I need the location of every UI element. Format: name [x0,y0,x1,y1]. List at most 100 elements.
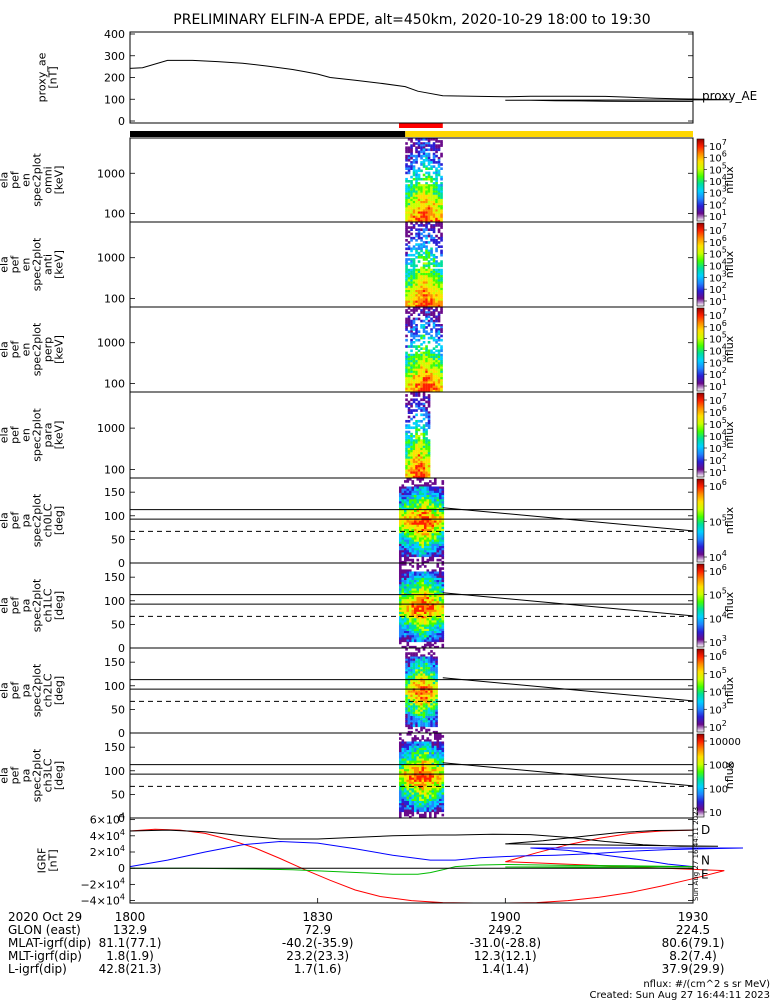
ela-pef-pa-spec2plot-ch1lc-cell [421,571,425,575]
ela-pef-en-spec2plot-anti-cell [425,253,428,257]
ela-pef-pa-spec2plot-ch0lc-cell [408,490,412,494]
ela-pef-pa-spec2plot-ch0lc-cell [436,514,440,517]
ela-pef-en-spec2plot-para-cell [422,473,426,477]
ela-pef-pa-spec2plot-ch2lc-cell [417,684,421,687]
ela-pef-pa-spec2plot-ch2lc-cell [430,716,433,719]
ela-pef-en-spec2plot-omni-cell [422,150,426,154]
ela-pef-pa-spec2plot-ch3lc-cell [401,801,405,804]
ela-pef-en-spec2plot-omni-cell [420,190,423,194]
ela-pef-pa-spec2plot-ch1lc-cell [426,626,430,630]
ela-pef-en-spec2plot-para-cell [407,437,411,440]
ela-pef-pa-spec2plot-ch3lc-cell [433,809,437,813]
ela-pef-en-spec2plot-omni-cell [410,186,413,189]
ela-pef-pa-spec2plot-ch2lc-cell [430,713,433,717]
ela-pef-en-spec2plot-anti-cell [410,290,413,293]
ela-pef-en-spec2plot-perp-cell [425,368,428,372]
ela-pef-pa-spec2plot-ch1lc-cell [401,616,405,619]
ela-pef-pa-spec2plot-ch1lc-cell [406,571,410,575]
ela-pef-pa-spec2plot-ch1lc-cell [431,614,435,617]
ela-pef-pa-spec2plot-ch0lc-colorbar-label: nflux [723,506,736,534]
ela-pef-en-spec2plot-omni-colorbar-tick-label: 105 [709,161,727,176]
ela-pef-pa-spec2plot-ch3lc-cell [433,798,437,802]
ela-pef-pa-spec2plot-ch1lc-cell [411,626,415,630]
ela-pef-pa-spec2plot-ch3lc-cell [433,813,437,817]
panels: 4003002001000proxy_ae[nT]107106105104103… [0,28,744,908]
ela-pef-en-spec2plot-omni-cell [427,161,431,164]
ela-pef-pa-spec2plot-ch0lc-cell [406,503,410,507]
ela-pef-pa-spec2plot-ch3lc-cell [416,741,420,745]
ela-pef-pa-spec2plot-ch3lc-cell [441,796,445,800]
ela-pef-pa-spec2plot-ch1lc-cell [398,637,402,640]
ela-pef-pa-spec2plot-ch1lc-cell [433,614,437,617]
ela-pef-pa-spec2plot-ch3lc-cell [406,796,410,800]
ela-pef-pa-spec2plot-ch0lc-cell [398,560,402,564]
ela-pef-pa-spec2plot-ch1lc-cell [408,569,412,572]
ela-pef-pa-spec2plot-ch0lc-cell [433,509,437,513]
ela-pef-en-spec2plot-omni-cell [410,167,413,170]
ela-pef-pa-spec2plot-ch1lc-cell [403,573,407,577]
ela-pef-pa-spec2plot-ch3lc-cell [398,807,402,810]
ela-pef-pa-spec2plot-ch1lc-cell [428,575,432,579]
ela-pef-pa-spec2plot-ch1lc-cell [408,599,412,602]
ela-pef-en-spec2plot-perp-cell [427,351,431,355]
ela-pef-en-spec2plot-omni-cell [432,159,436,162]
ela-pef-pa-spec2plot-ch1lc-cell [406,614,410,617]
ela-pef-pa-spec2plot-ch0lc-cell [423,482,427,485]
ela-pef-pa-spec2plot-ch3lc-ytick-label: 0 [118,812,125,825]
ela-pef-pa-spec2plot-ch0lc-cell [411,480,415,483]
ela-pef-pa-spec2plot-ch0lc-cell [421,509,425,513]
ela-pef-pa-spec2plot-ch1lc-cell [433,609,437,613]
ela-pef-pa-spec2plot-ch0lc-cell [426,490,430,494]
ela-pef-pa-spec2plot-ch1lc-cell [428,639,432,643]
ela-pef-pa-spec2plot-ch0lc-cell [401,495,405,498]
ela-pef-en-spec2plot-para-cell [412,409,416,412]
ela-pef-en-spec2plot-para-cell [415,460,418,464]
ela-pef-en-spec2plot-perp-cell [425,358,428,361]
ela-pef-pa-spec2plot-ch2lc-cell [415,703,418,706]
ela-pef-en-spec2plot-perp-cell [417,375,421,378]
ela-pef-en-spec2plot-perp-cell [435,324,438,327]
ela-pef-en-spec2plot-omni-cell [427,205,431,208]
ela-pef-en-spec2plot-perp-cell [435,385,438,389]
ela-pef-en-spec2plot-perp-cell [420,319,423,323]
ela-pef-pa-spec2plot-ch0lc-cell [411,488,415,492]
ela-pef-en-spec2plot-anti-cell [435,281,438,285]
ela-pef-pa-spec2plot-ch0lc-cell [398,522,402,526]
ela-pef-pa-spec2plot-ch0lc-cell [401,524,405,528]
ela-pef-pa-spec2plot-ch1lc-cell [416,639,420,643]
ela-pef-en-spec2plot-anti-cell [417,224,421,227]
ela-pef-en-spec2plot-para-cell [412,426,416,430]
ela-pef-en-spec2plot-anti-cell [412,304,416,308]
ela-pef-pa-spec2plot-ch2lc-cell [427,682,431,685]
ela-pef-pa-spec2plot-ch1lc-cell [438,573,442,577]
ela-pef-pa-spec2plot-ch1lc-cell [398,607,402,611]
ela-pef-pa-spec2plot-ch3lc-cell [433,796,437,800]
ela-pef-pa-spec2plot-ch3lc-cell [406,809,410,813]
ela-pef-en-spec2plot-perp-cell [410,385,413,389]
ela-pef-pa-spec2plot-ch3lc-cell [408,788,412,791]
ela-pef-pa-spec2plot-ch1lc-cell [403,620,407,623]
ela-pef-en-spec2plot-omni-cell [435,182,438,185]
ela-pef-en-spec2plot-omni-cell [440,198,443,202]
ela-pef-pa-spec2plot-ch0lc-colorbar-tick-label: 105 [709,514,727,529]
ela-pef-en-spec2plot-perp-cell [432,313,436,316]
ela-pef-pa-spec2plot-ch3lc-cell [426,741,430,745]
ela-pef-en-spec2plot-omni-cell [437,165,441,168]
ela-pef-en-spec2plot-perp-cell [435,309,438,312]
ela-pef-pa-spec2plot-ch3lc-cell [428,796,432,800]
ela-pef-pa-spec2plot-ch1lc-cell [436,631,440,634]
ela-pef-en-spec2plot-omni-cell [435,180,438,183]
ela-pef-pa-spec2plot-ch0lc-cell [441,537,445,541]
ela-pef-en-spec2plot-anti-cell [417,251,421,255]
ela-pef-pa-spec2plot-ch0lc-cell [438,539,442,543]
ela-pef-pa-spec2plot-ch3lc-cell [403,807,407,810]
ela-pef-en-spec2plot-anti-cell [415,285,418,289]
ela-pef-en-spec2plot-para-cell [410,437,413,440]
ela-pef-en-spec2plot-para-colorbar-tick-label: 102 [709,452,727,467]
ela-pef-en-spec2plot-anti-cell [440,283,443,287]
ela-pef-en-spec2plot-anti-cell [432,270,436,274]
ela-pef-en-spec2plot-para-cell [425,409,428,412]
ela-pef-en-spec2plot-anti-cell [437,268,441,272]
ela-pef-pa-spec2plot-ch1lc-cell [408,614,412,617]
